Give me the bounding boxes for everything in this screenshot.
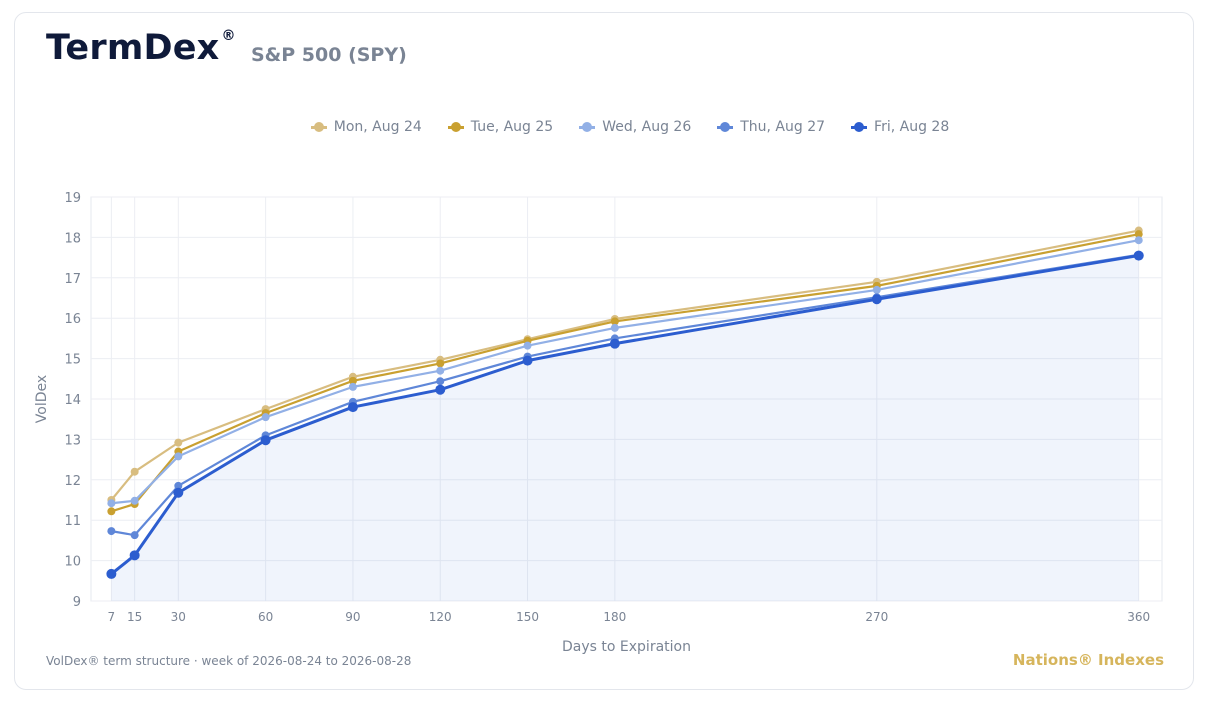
legend-label: Thu, Aug 27 <box>740 119 826 135</box>
series-line <box>110 254 1139 576</box>
data-point <box>1134 230 1143 239</box>
data-point <box>610 323 619 332</box>
data-point <box>129 550 140 561</box>
data-point <box>436 377 445 386</box>
brand-registered-mark: ® <box>221 28 236 45</box>
data-point <box>610 317 619 326</box>
x-tick-label: 15 <box>127 610 142 624</box>
data-point <box>174 452 183 461</box>
data-point <box>872 285 881 294</box>
x-tick-label: 120 <box>429 610 452 624</box>
y-axis-title: VolDex <box>34 375 50 423</box>
y-tick-label: 10 <box>64 555 81 570</box>
legend-swatch-icon <box>717 122 734 132</box>
x-tick-label: 180 <box>603 610 626 624</box>
legend-label: Tue, Aug 25 <box>470 119 554 135</box>
data-point <box>347 402 358 413</box>
data-point <box>609 338 620 349</box>
series-fri-aug-28 <box>106 250 1144 579</box>
legend-label: Mon, Aug 24 <box>333 119 422 135</box>
legend-label: Wed, Aug 26 <box>602 119 692 135</box>
series-line <box>111 253 1139 537</box>
y-tick-label: 19 <box>64 191 81 206</box>
y-tick-label: 12 <box>64 474 81 489</box>
x-tick-label: 7 <box>108 610 116 624</box>
x-tick-label: 30 <box>171 610 186 624</box>
data-point <box>106 568 117 579</box>
chart-legend: Mon, Aug 24 Tue, Aug 25 Wed, Aug 26 Thu, Au… <box>0 119 1210 135</box>
series-thu-aug-27 <box>107 250 1143 540</box>
legend-item[interactable]: Thu, Aug 27 <box>717 119 825 135</box>
data-point <box>107 499 116 508</box>
data-point <box>261 413 270 422</box>
y-tick-label: 15 <box>64 353 81 368</box>
publisher-logo: Nations® Indexes <box>1012 651 1164 669</box>
series-line <box>110 229 1139 501</box>
data-point <box>174 481 183 490</box>
data-point <box>348 382 357 391</box>
chart-subtitle: S&P 500 (SPY) <box>251 44 407 66</box>
data-point <box>130 467 139 476</box>
series-wed-aug-26 <box>107 236 1143 508</box>
y-tick-label: 16 <box>64 312 81 327</box>
data-point <box>1134 236 1143 245</box>
legend-swatch-icon <box>851 122 868 132</box>
x-tick-label: 270 <box>865 610 888 624</box>
data-point <box>348 376 357 385</box>
legend-item[interactable]: Fri, Aug 28 <box>851 119 949 135</box>
legend-item[interactable]: Mon, Aug 24 <box>310 119 422 135</box>
y-tick-label: 18 <box>64 231 81 246</box>
data-point <box>107 527 116 536</box>
x-tick-label: 60 <box>258 610 273 624</box>
brand-logo: TermDex ® <box>46 28 236 68</box>
x-axis-title: Days to Expiration <box>562 639 691 655</box>
y-tick-label: 17 <box>64 272 81 287</box>
legend-item[interactable]: Tue, Aug 25 <box>447 119 554 135</box>
x-tick-label: 360 <box>1127 610 1150 624</box>
data-point <box>1133 250 1144 261</box>
chart-card <box>14 12 1194 690</box>
data-point <box>436 359 445 368</box>
y-tick-label: 14 <box>64 393 81 408</box>
series-line <box>111 239 1139 505</box>
legend-swatch-icon <box>447 122 464 132</box>
data-point <box>260 435 271 446</box>
footer-caption: VolDex® term structure · week of 2026-08… <box>46 654 412 668</box>
data-point <box>435 384 446 395</box>
data-point <box>523 341 532 350</box>
legend-item[interactable]: Wed, Aug 26 <box>579 119 691 135</box>
y-tick-label: 11 <box>64 514 81 529</box>
legend-swatch-icon <box>579 122 596 132</box>
y-tick-label: 9 <box>73 595 81 610</box>
x-tick-label: 90 <box>345 610 360 624</box>
data-point <box>174 438 183 447</box>
data-point <box>130 496 139 505</box>
y-tick-label: 13 <box>64 433 81 448</box>
data-point <box>522 355 533 366</box>
legend-swatch-icon <box>310 122 327 132</box>
data-point <box>173 487 184 498</box>
data-point <box>436 366 445 375</box>
data-point <box>107 507 116 516</box>
data-point <box>871 294 882 305</box>
data-point <box>130 531 139 540</box>
brand-name: TermDex <box>46 28 220 68</box>
x-tick-label: 150 <box>516 610 539 624</box>
area-fill <box>111 255 1139 601</box>
legend-label: Fri, Aug 28 <box>874 119 950 135</box>
